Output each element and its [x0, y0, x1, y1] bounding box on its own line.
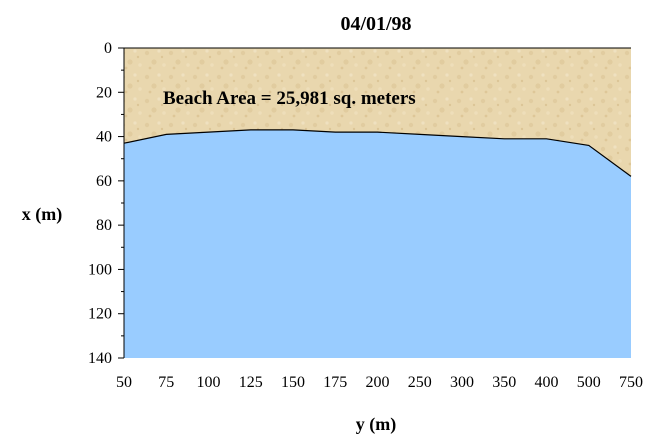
beach-area-annotation: Beach Area = 25,981 sq. meters	[163, 88, 416, 109]
x-tick-label: 175	[323, 374, 347, 391]
x-tick-label: 150	[281, 374, 305, 391]
x-tick-label: 250	[408, 374, 432, 391]
chart-title: 04/01/98	[340, 13, 411, 35]
y-axis-label: x (m)	[22, 204, 62, 225]
x-tick-label: 125	[239, 374, 263, 391]
y-tick-label: 120	[88, 306, 112, 323]
water-area	[124, 129, 631, 358]
x-axis-ticks: 50 75 100 125 150 175 200 250 300 350 400 500 750	[116, 374, 643, 391]
y-tick-label: 20	[96, 84, 112, 101]
x-tick-label: 400	[535, 374, 559, 391]
x-tick-label: 300	[450, 374, 474, 391]
x-tick-label: 500	[577, 374, 601, 391]
y-tick-label: 140	[88, 350, 112, 367]
x-tick-label: 200	[366, 374, 390, 391]
y-tick-label: 100	[88, 261, 112, 278]
shoreline-line	[123, 129, 632, 177]
x-tick-label: 100	[197, 374, 221, 391]
y-axis-ticks: 0 20 40 60 80 100 120 140	[88, 40, 124, 367]
y-tick-label: 40	[96, 129, 112, 146]
y-tick-label: 60	[96, 173, 112, 190]
x-tick-label: 50	[116, 374, 132, 391]
y-tick-label: 80	[96, 217, 112, 234]
x-tick-label: 75	[158, 374, 174, 391]
y-tick-label: 0	[104, 40, 112, 57]
x-tick-label: 350	[492, 374, 516, 391]
x-tick-label: 750	[619, 374, 643, 391]
x-axis-label: y (m)	[356, 414, 396, 435]
